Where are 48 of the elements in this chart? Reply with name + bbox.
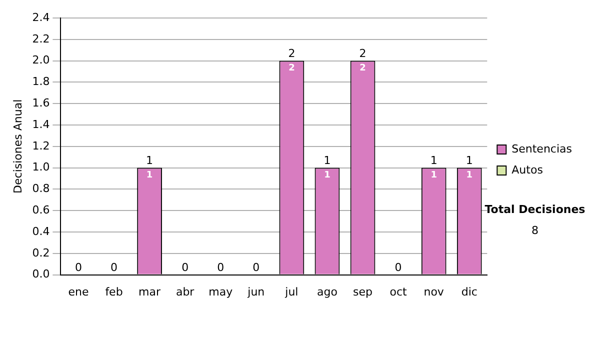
x-tick-label: dic — [461, 285, 478, 298]
text: 8 — [530, 224, 540, 237]
total-label: 1 — [466, 154, 473, 168]
total-label: 0 — [394, 261, 402, 274]
x-tick-label: ago — [317, 285, 338, 298]
legend-label: Sentencias — [512, 142, 572, 156]
x-tick-label: may — [208, 285, 234, 298]
annotation: Total Decisiones — [484, 203, 586, 216]
total-label: 0 — [182, 261, 189, 274]
y-tick-label: 0.0 — [32, 268, 50, 281]
x-tick-label: jun — [246, 285, 265, 298]
data-label: 1 — [430, 170, 437, 181]
y-tick-label: 0.8 — [32, 182, 50, 196]
x-tick-label: abr — [176, 285, 195, 298]
total-label: 1 — [324, 154, 331, 168]
y-tick-label: 1.0 — [32, 160, 50, 174]
x-tick-label: jul — [284, 285, 298, 298]
data-label: 1 — [324, 170, 330, 181]
total-label: 0 — [110, 261, 118, 274]
x-tick-label: ene — [68, 285, 89, 298]
y-tick-label: 2.4 — [32, 10, 50, 24]
y-tick-label: 0.2 — [32, 246, 50, 260]
x-tick-label: feb — [105, 285, 123, 298]
y-tick-label: 0.4 — [32, 224, 50, 238]
total-label: 2 — [359, 47, 366, 60]
legend-label: Autos — [512, 163, 544, 176]
x-tick-label: mar — [138, 285, 162, 298]
y-tick-label: 1.4 — [32, 118, 50, 131]
y-axis-title: Decisiones Anual — [11, 99, 24, 194]
y-tick-label: 2.2 — [32, 32, 50, 46]
x-tick-label: sep — [353, 285, 373, 298]
y-tick-label: 2.0 — [32, 54, 50, 67]
data-label: 1 — [146, 170, 153, 181]
total-label: 0 — [217, 261, 224, 274]
y-tick-label: 1.2 — [32, 139, 50, 152]
total-label: 1 — [146, 154, 154, 168]
total-label: 0 — [74, 261, 82, 274]
y-tick-label: 1.6 — [32, 96, 50, 110]
total-label: 2 — [288, 47, 296, 60]
y-tick-label: 0.6 — [32, 203, 50, 216]
total-label: 0 — [252, 261, 260, 274]
data-label: 1 — [466, 170, 473, 181]
x-tick-label: oct — [390, 285, 408, 298]
y-tick-label: 1.8 — [32, 75, 50, 88]
x-tick-label: nov — [424, 285, 444, 298]
data-label: 2 — [288, 64, 295, 74]
total-label: 1 — [430, 154, 438, 168]
data-label: 2 — [360, 64, 366, 74]
